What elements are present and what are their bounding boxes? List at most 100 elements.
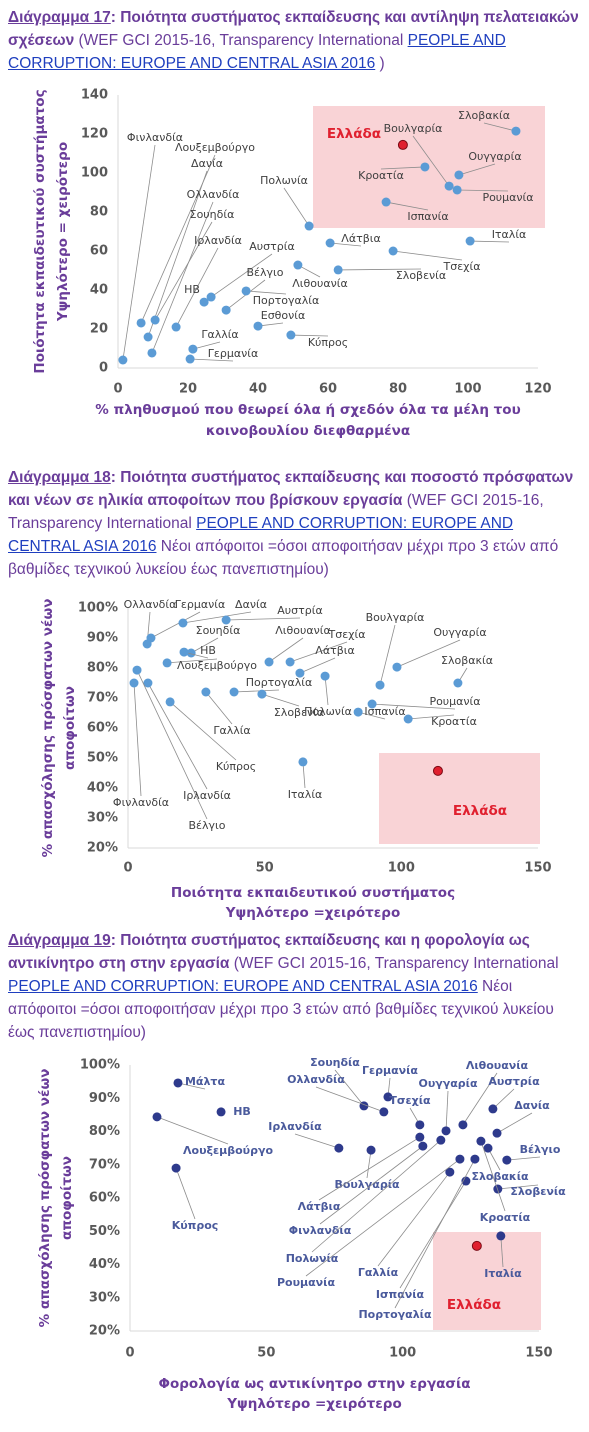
point-label: Λάτβια [341,232,380,245]
point [221,615,231,625]
y-tick-label: 30% [87,811,118,826]
point [241,286,251,296]
point [201,687,211,697]
y-tick-label: 40% [87,781,118,796]
point [136,318,146,328]
point-label: Λιθουανία [466,1059,529,1072]
y-tick-label: 40% [89,1257,120,1272]
leader-line [150,611,201,639]
chart-caption: Διάγραμμα 19: Ποιότητα συστήματος εκπαίδ… [8,929,583,1044]
x-tick-label: 150 [525,1346,552,1361]
point [379,1107,389,1117]
point [458,1120,468,1130]
leader-line [226,617,301,621]
leader-line [462,1072,498,1126]
leader-line [246,290,287,295]
point-label: Γερμανία [175,598,225,611]
leader-line [396,639,461,668]
leader-line [330,242,362,247]
point-label: Γαλλία [358,1266,399,1279]
y-tick-label: 70% [89,1157,120,1172]
point-label: Σλοβακία [458,109,510,122]
point-label: Ολλανδία [187,188,240,201]
point-label: Λάτβια [315,644,354,657]
point-label: ΗΒ [200,644,216,657]
x-axis-title: Υψηλότερο =χειρότερο [225,905,401,921]
point [221,305,231,315]
point-label: ΗΒ [184,283,200,296]
caption-link[interactable]: PEOPLE AND CORRUPTION: EUROPE AND CENTRA… [8,515,514,555]
caption-link[interactable]: PEOPLE AND CORRUPTION: EUROPE AND CENTRA… [8,978,478,995]
leader-line [175,247,219,328]
leader-line [458,163,496,176]
caption-label: Διάγραμμα 19 [8,932,111,949]
leader-line [324,676,329,706]
point-label: Λουξεμβούργο [183,1144,273,1157]
point-label: Κροατία [358,169,404,182]
point [199,297,209,307]
point-label: Πορτογαλία [246,676,313,689]
y-axis-title: % απασχόλησης πρόσφατων νέων [37,1069,53,1328]
leader-line [283,187,310,227]
point-label: Αυστρία [488,1075,540,1088]
point-label: Φινλανδία [113,796,169,809]
point-label: Ρουμανία [277,1276,335,1289]
point [334,1143,344,1153]
point [173,1078,183,1088]
x-tick-label: 80 [389,382,407,397]
point-label: Ιταλία [484,1267,522,1280]
caption-link[interactable]: PEOPLE AND CORRUPTION: EUROPE AND CENTRA… [8,32,506,72]
point [418,1141,428,1151]
leader-line [393,250,463,261]
highlight-area [379,753,540,844]
point [320,671,330,681]
leader-line [399,1180,467,1289]
point-label: Ελλάδα [327,126,381,142]
point-label: Βουλγαρία [334,1178,400,1191]
leader-line [457,189,509,192]
point-label: Γαλλία [201,328,238,341]
point-label: Ισπανία [376,1288,425,1301]
point-label: Κύπρος [216,760,256,773]
x-tick-label: 20 [179,382,197,397]
point [388,246,398,256]
point-label: Ιταλία [288,788,323,801]
caption-source: Νέοι απόφοιτοι =όσοι αποφοιτήσαν μέχρι π… [8,538,559,578]
point-label: Τσεχία [389,1094,431,1107]
point [445,1167,455,1177]
point [188,344,198,354]
leader-line [483,122,517,132]
point [415,1120,425,1130]
leader-line [289,641,348,663]
point-label: Γερμανία [362,1064,418,1077]
point-label: Δανία [235,598,267,611]
point-label: Κροατία [431,715,477,728]
point [461,1176,471,1186]
point [146,633,156,643]
leader-line [366,1150,372,1179]
point [165,697,175,707]
point [152,1112,162,1122]
point-label: Βουλγαρία [366,611,425,624]
leader-line [177,1082,206,1090]
chart-caption: Διάγραμμα 17: Ποιότητα συστήματος εκπαίδ… [8,6,583,75]
y-axis-title: % απασχόλησης πρόσφατων νέων [40,599,56,858]
point [286,330,296,340]
point-label: Κύπρος [308,336,348,349]
leader-line [151,201,214,354]
leader-line [492,1088,515,1110]
leader-line [315,1086,384,1113]
leader-line [305,1158,461,1277]
point-label: Ιρλανδία [183,789,231,802]
point [298,757,308,767]
leader-line [506,1156,541,1161]
y-tick-label: 100% [80,1058,120,1073]
x-tick-label: 120 [524,382,551,397]
point-label: Λιθουανία [275,624,330,637]
leader-line [169,701,237,761]
x-axis-title: κοινοβουλίου διεφθαρμένα [206,423,410,439]
point [171,1163,181,1173]
point-label: Σουηδία [310,1056,360,1069]
point [367,699,377,709]
point-label: Δανία [514,1099,550,1112]
